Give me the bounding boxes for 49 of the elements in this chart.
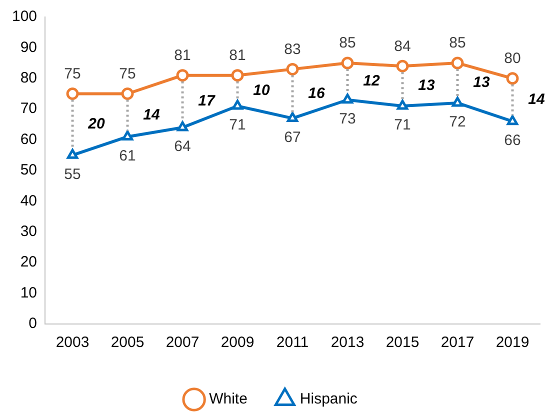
data-label: 81 <box>229 46 246 64</box>
y-tick-label: 90 <box>20 38 38 56</box>
data-label: 75 <box>64 65 81 82</box>
x-tick-label: 2007 <box>166 334 200 352</box>
data-label: 66 <box>504 132 521 150</box>
x-tick-label: 2011 <box>276 334 309 352</box>
data-label: 71 <box>229 116 246 134</box>
data-label: 72 <box>449 114 466 131</box>
annotation: 13 <box>418 77 436 94</box>
y-tick-label: 60 <box>20 130 38 148</box>
legend-label: White <box>209 390 248 408</box>
x-tick-label: 2005 <box>110 334 144 352</box>
annotation: 14 <box>143 106 161 124</box>
data-label: 64 <box>174 138 191 156</box>
legend-label: Hispanic <box>300 390 358 408</box>
data-label: 73 <box>339 110 356 128</box>
y-tick-label: 100 <box>12 8 38 26</box>
data-label: 81 <box>174 46 191 64</box>
y-tick-label: 80 <box>20 70 38 87</box>
x-tick-label: 2019 <box>496 334 530 352</box>
annotation: 10 <box>253 82 271 99</box>
x-tick-label: 2015 <box>386 334 420 352</box>
data-label: 55 <box>64 166 81 183</box>
data-label: 85 <box>339 34 356 52</box>
data-label: 61 <box>119 147 136 164</box>
annotation: 16 <box>308 84 326 102</box>
y-tick-label: 50 <box>20 162 38 179</box>
annotation: 14 <box>528 91 546 108</box>
data-label: 71 <box>394 116 411 134</box>
annotation: 12 <box>363 72 381 90</box>
annotation: 17 <box>198 92 216 110</box>
data-label: 80 <box>504 50 521 68</box>
x-tick-label: 2003 <box>56 334 90 352</box>
data-label: 84 <box>394 38 411 55</box>
y-tick-label: 0 <box>28 315 38 332</box>
data-label: 75 <box>119 65 136 82</box>
y-tick-label: 30 <box>20 223 38 240</box>
x-tick-label: 2009 <box>220 334 254 352</box>
data-label: 85 <box>449 34 466 52</box>
y-tick-label: 20 <box>20 254 38 271</box>
x-tick-label: 2017 <box>440 334 474 352</box>
y-tick-label: 10 <box>20 284 38 302</box>
y-tick-label: 40 <box>20 192 38 210</box>
x-tick-label: 2013 <box>330 334 364 352</box>
data-label: 67 <box>284 128 301 146</box>
annotation: 13 <box>473 74 491 92</box>
annotation: 20 <box>87 116 106 133</box>
data-label: 83 <box>284 40 301 58</box>
y-tick-label: 70 <box>20 100 38 118</box>
